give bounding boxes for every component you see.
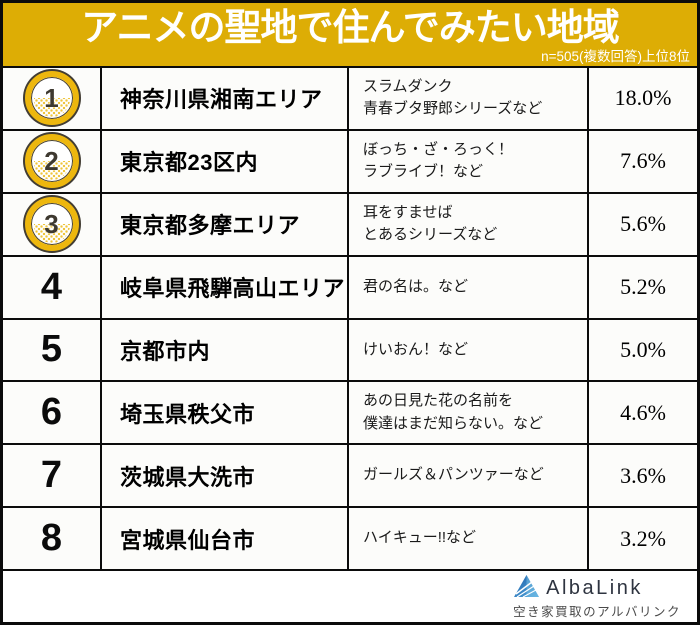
anime-titles: ガールズ＆パンツァーなど <box>363 464 544 487</box>
rank-medal-icon: 2 <box>24 134 79 189</box>
anime-titles: 耳をすませばとあるシリーズなど <box>363 202 497 247</box>
rank-medal-icon: 1 <box>24 71 79 126</box>
region-name: 東京都多摩エリア <box>120 213 301 239</box>
anime-title-line: けいおん！など <box>363 340 469 358</box>
rank-cell: 4 <box>3 257 100 318</box>
table-row: 3 東京都多摩エリア 耳をすませばとあるシリーズなど 5.6% <box>3 193 697 257</box>
anime-cell: あの日見た花の名前を僕達はまだ知らない。など <box>347 382 587 444</box>
albalink-mountain-icon <box>514 574 540 598</box>
percent-value: 5.0% <box>620 336 666 362</box>
rank-cell: 6 <box>3 382 100 443</box>
rank-cell: 5 <box>3 320 100 381</box>
percent-value: 3.2% <box>620 525 666 551</box>
table-row: 8 宮城県仙台市 ハイキュー!!など 3.2% <box>3 508 697 571</box>
rank-number: 4 <box>40 265 63 308</box>
anime-cell: 耳をすませばとあるシリーズなど <box>347 193 587 255</box>
anime-cell: スラムダンク青春ブタ野郎シリーズなど <box>347 68 587 129</box>
anime-titles: ハイキュー!!など <box>363 527 476 550</box>
anime-titles: けいおん！など <box>363 339 468 362</box>
logo-top-row: AlbaLink <box>513 574 643 598</box>
anime-title-line: ラブライブ！など <box>363 163 484 181</box>
percent-value: 5.6% <box>620 211 666 237</box>
anime-cell: ぼっち・ざ・ろっく！ ラブライブ！など <box>347 130 587 192</box>
rank-medal-icon: 3 <box>24 197 79 252</box>
anime-cell: ガールズ＆パンツァーなど <box>347 445 587 507</box>
table-row: 7 茨城県大洗市 ガールズ＆パンツァーなど 3.6% <box>3 445 697 509</box>
table-row: 1 神奈川県湘南エリア スラムダンク青春ブタ野郎シリーズなど 18.0% <box>3 68 697 131</box>
rank-cell: 1 <box>3 68 100 129</box>
percent-cell: 5.0% <box>587 319 697 381</box>
anime-title-line: 耳をすませば <box>363 203 453 221</box>
region-name: 京都市内 <box>120 338 211 364</box>
region-cell: 東京都23区内 <box>100 130 347 192</box>
percent-value: 3.6% <box>620 462 666 488</box>
rank-cell: 2 <box>3 131 100 192</box>
anime-titles: ぼっち・ざ・ろっく！ ラブライブ！など <box>363 139 513 184</box>
percent-value: 7.6% <box>620 148 666 174</box>
rank-number: 8 <box>40 517 63 560</box>
anime-title-line: スラムダンク <box>363 77 453 95</box>
region-cell: 宮城県仙台市 <box>100 508 347 569</box>
table-row: 6 埼玉県秩父市 あの日見た花の名前を僕達はまだ知らない。など 4.6% <box>3 382 697 446</box>
region-name: 宮城県仙台市 <box>120 527 256 553</box>
region-name: 埼玉県秩父市 <box>120 401 256 427</box>
anime-titles: 君の名は。など <box>363 276 468 299</box>
percent-cell: 3.6% <box>587 445 697 507</box>
rank-cell: 7 <box>3 445 100 506</box>
anime-title-line: ガールズ＆パンツァーなど <box>363 466 544 484</box>
albalink-logo: AlbaLink 空き家買取のアルバリンク <box>513 574 681 620</box>
anime-titles: スラムダンク青春ブタ野郎シリーズなど <box>363 76 542 121</box>
footer: AlbaLink 空き家買取のアルバリンク <box>3 571 697 622</box>
anime-title-line: ハイキュー!!など <box>363 529 477 547</box>
brand-tagline: 空き家買取のアルバリンク <box>513 604 681 619</box>
sample-size-note: n=505(複数回答)上位8位 <box>541 49 690 64</box>
anime-cell: 君の名は。など <box>347 256 587 318</box>
region-cell: 茨城県大洗市 <box>100 445 347 507</box>
rank-cell: 3 <box>3 194 100 255</box>
percent-cell: 4.6% <box>587 382 697 444</box>
page-title: アニメの聖地で住んでみたい地域 <box>81 7 619 48</box>
table-row: 5 京都市内 けいおん！など 5.0% <box>3 319 697 383</box>
percent-cell: 7.6% <box>587 130 697 192</box>
rank-number: 1 <box>44 82 59 113</box>
anime-title-line: 僕達はまだ知らない。など <box>363 414 544 432</box>
rank-number: 2 <box>44 145 59 176</box>
percent-value: 4.6% <box>620 399 666 425</box>
region-cell: 神奈川県湘南エリア <box>100 68 347 129</box>
percent-cell: 5.2% <box>587 256 697 318</box>
anime-cell: けいおん！など <box>347 319 587 381</box>
anime-title-line: とあるシリーズなど <box>363 226 498 244</box>
anime-titles: あの日見た花の名前を僕達はまだ知らない。など <box>363 390 543 435</box>
region-name: 東京都23区内 <box>120 150 258 176</box>
ranking-table: 1 神奈川県湘南エリア スラムダンク青春ブタ野郎シリーズなど 18.0% 2 東… <box>3 68 697 571</box>
anime-cell: ハイキュー!!など <box>347 508 587 569</box>
percent-cell: 18.0% <box>587 68 697 129</box>
region-cell: 京都市内 <box>100 319 347 381</box>
anime-title-line: あの日見た花の名前を <box>363 392 514 410</box>
anime-title-line: 君の名は。など <box>363 277 469 295</box>
header-banner: アニメの聖地で住んでみたい地域 n=505(複数回答)上位8位 <box>3 3 697 68</box>
region-cell: 埼玉県秩父市 <box>100 382 347 444</box>
table-row: 2 東京都23区内 ぼっち・ざ・ろっく！ ラブライブ！など 7.6% <box>3 130 697 194</box>
rank-number: 6 <box>40 391 63 434</box>
region-name: 神奈川県湘南エリア <box>120 87 323 113</box>
region-name: 茨城県大洗市 <box>120 464 256 490</box>
anime-title-line: 青春ブタ野郎シリーズなど <box>363 100 543 118</box>
rank-number: 7 <box>40 454 63 497</box>
rank-number: 3 <box>44 208 59 239</box>
percent-value: 5.2% <box>620 274 666 300</box>
rank-number: 5 <box>40 328 63 371</box>
region-cell: 東京都多摩エリア <box>100 193 347 255</box>
region-name: 岐阜県飛騨高山エリア <box>120 276 346 302</box>
percent-value: 18.0% <box>614 85 672 111</box>
percent-cell: 5.6% <box>587 193 697 255</box>
rank-cell: 8 <box>3 508 100 569</box>
table-row: 4 岐阜県飛騨高山エリア 君の名は。など 5.2% <box>3 256 697 320</box>
percent-cell: 3.2% <box>587 508 697 569</box>
region-cell: 岐阜県飛騨高山エリア <box>100 256 347 318</box>
brand-name: AlbaLink <box>546 576 643 599</box>
anime-title-line: ぼっち・ざ・ろっく！ <box>363 140 514 158</box>
